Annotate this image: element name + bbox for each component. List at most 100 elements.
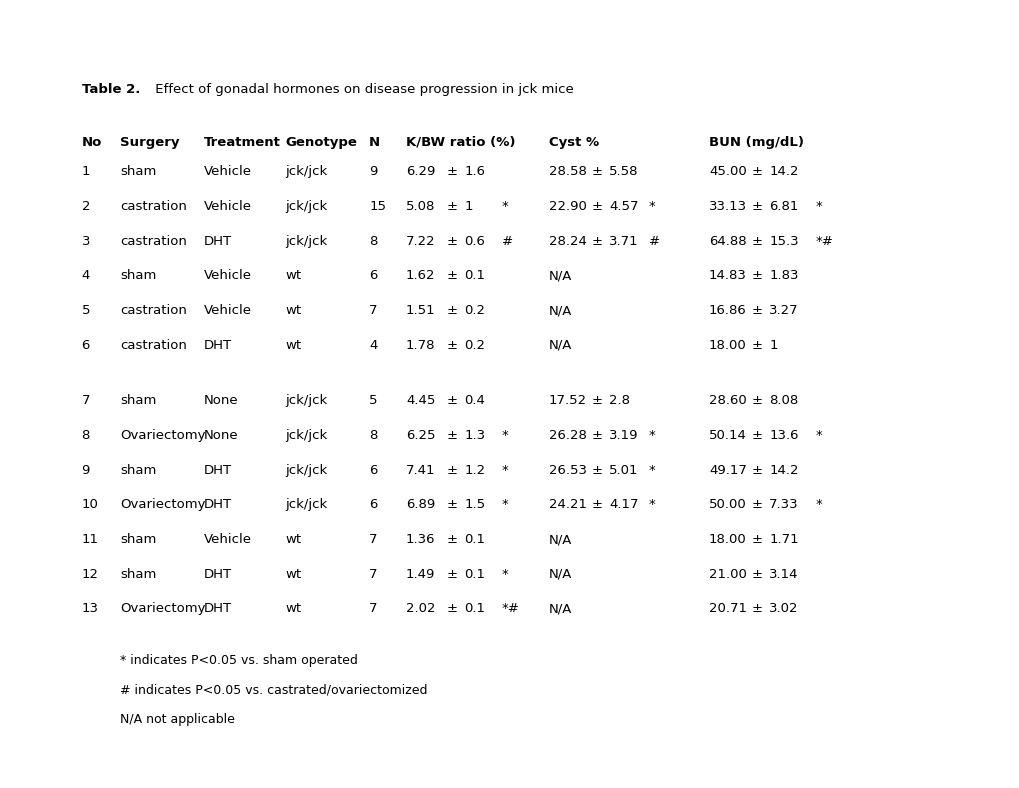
Text: 50.14: 50.14 <box>708 429 746 442</box>
Text: 7.41: 7.41 <box>406 463 435 477</box>
Text: castration: castration <box>120 200 187 213</box>
Text: 8: 8 <box>369 235 377 247</box>
Text: 4: 4 <box>369 339 377 351</box>
Text: 5: 5 <box>82 304 90 317</box>
Text: *: * <box>648 429 655 442</box>
Text: sham: sham <box>120 533 157 546</box>
Text: ±: ± <box>751 602 762 615</box>
Text: ±: ± <box>591 429 602 442</box>
Text: 7.22: 7.22 <box>406 235 435 247</box>
Text: *: * <box>501 498 508 511</box>
Text: ±: ± <box>446 339 458 351</box>
Text: ±: ± <box>446 200 458 213</box>
Text: wt: wt <box>285 567 302 581</box>
Text: 0.4: 0.4 <box>464 394 484 407</box>
Text: castration: castration <box>120 235 187 247</box>
Text: 0.1: 0.1 <box>464 533 485 546</box>
Text: sham: sham <box>120 567 157 581</box>
Text: castration: castration <box>120 339 187 351</box>
Text: 1: 1 <box>768 339 776 351</box>
Text: *: * <box>815 429 822 442</box>
Text: 4: 4 <box>82 269 90 282</box>
Text: ±: ± <box>446 269 458 282</box>
Text: wt: wt <box>285 533 302 546</box>
Text: jck/jck: jck/jck <box>285 498 327 511</box>
Text: Ovariectomy: Ovariectomy <box>120 429 206 442</box>
Text: Effect of gonadal hormones on disease progression in jck mice: Effect of gonadal hormones on disease pr… <box>151 83 573 95</box>
Text: jck/jck: jck/jck <box>285 429 327 442</box>
Text: ±: ± <box>591 165 602 178</box>
Text: 6.89: 6.89 <box>406 498 435 511</box>
Text: ±: ± <box>751 304 762 317</box>
Text: 49.17: 49.17 <box>708 463 746 477</box>
Text: 6.81: 6.81 <box>768 200 798 213</box>
Text: DHT: DHT <box>204 339 232 351</box>
Text: ±: ± <box>446 165 458 178</box>
Text: 4.57: 4.57 <box>608 200 638 213</box>
Text: N/A: N/A <box>548 304 572 317</box>
Text: *: * <box>815 498 822 511</box>
Text: 28.58: 28.58 <box>548 165 586 178</box>
Text: *: * <box>648 200 655 213</box>
Text: Surgery: Surgery <box>120 136 179 148</box>
Text: ±: ± <box>751 235 762 247</box>
Text: *: * <box>648 498 655 511</box>
Text: N/A: N/A <box>548 339 572 351</box>
Text: wt: wt <box>285 602 302 615</box>
Text: DHT: DHT <box>204 498 232 511</box>
Text: wt: wt <box>285 304 302 317</box>
Text: ±: ± <box>751 533 762 546</box>
Text: 8: 8 <box>369 429 377 442</box>
Text: #: # <box>648 235 659 247</box>
Text: 28.60: 28.60 <box>708 394 746 407</box>
Text: 8: 8 <box>82 429 90 442</box>
Text: 17.52: 17.52 <box>548 394 586 407</box>
Text: BUN (mg/dL): BUN (mg/dL) <box>708 136 803 148</box>
Text: 7: 7 <box>369 533 377 546</box>
Text: 6.29: 6.29 <box>406 165 435 178</box>
Text: ±: ± <box>751 165 762 178</box>
Text: 1.71: 1.71 <box>768 533 798 546</box>
Text: 28.24: 28.24 <box>548 235 586 247</box>
Text: ±: ± <box>446 533 458 546</box>
Text: ±: ± <box>751 339 762 351</box>
Text: N/A: N/A <box>548 567 572 581</box>
Text: 7: 7 <box>369 602 377 615</box>
Text: 7: 7 <box>369 304 377 317</box>
Text: No: No <box>82 136 102 148</box>
Text: N/A: N/A <box>548 533 572 546</box>
Text: 1: 1 <box>464 200 472 213</box>
Text: # indicates P<0.05 vs. castrated/ovariectomized: # indicates P<0.05 vs. castrated/ovariec… <box>120 684 427 697</box>
Text: DHT: DHT <box>204 567 232 581</box>
Text: 1.78: 1.78 <box>406 339 435 351</box>
Text: 26.53: 26.53 <box>548 463 586 477</box>
Text: ±: ± <box>591 394 602 407</box>
Text: None: None <box>204 394 238 407</box>
Text: jck/jck: jck/jck <box>285 165 327 178</box>
Text: 13: 13 <box>82 602 99 615</box>
Text: 2.02: 2.02 <box>406 602 435 615</box>
Text: ±: ± <box>446 304 458 317</box>
Text: ±: ± <box>751 269 762 282</box>
Text: ±: ± <box>751 200 762 213</box>
Text: 18.00: 18.00 <box>708 533 746 546</box>
Text: 6: 6 <box>369 498 377 511</box>
Text: 9: 9 <box>369 165 377 178</box>
Text: 4.45: 4.45 <box>406 394 435 407</box>
Text: K/BW ratio (%): K/BW ratio (%) <box>406 136 515 148</box>
Text: Ovariectomy: Ovariectomy <box>120 602 206 615</box>
Text: *: * <box>501 567 508 581</box>
Text: 2: 2 <box>82 200 90 213</box>
Text: 3.14: 3.14 <box>768 567 798 581</box>
Text: DHT: DHT <box>204 463 232 477</box>
Text: 0.1: 0.1 <box>464 269 485 282</box>
Text: 1.3: 1.3 <box>464 429 485 442</box>
Text: 18.00: 18.00 <box>708 339 746 351</box>
Text: 0.1: 0.1 <box>464 567 485 581</box>
Text: ±: ± <box>751 394 762 407</box>
Text: 6: 6 <box>369 463 377 477</box>
Text: ±: ± <box>446 235 458 247</box>
Text: jck/jck: jck/jck <box>285 235 327 247</box>
Text: *: * <box>501 200 508 213</box>
Text: 8.08: 8.08 <box>768 394 798 407</box>
